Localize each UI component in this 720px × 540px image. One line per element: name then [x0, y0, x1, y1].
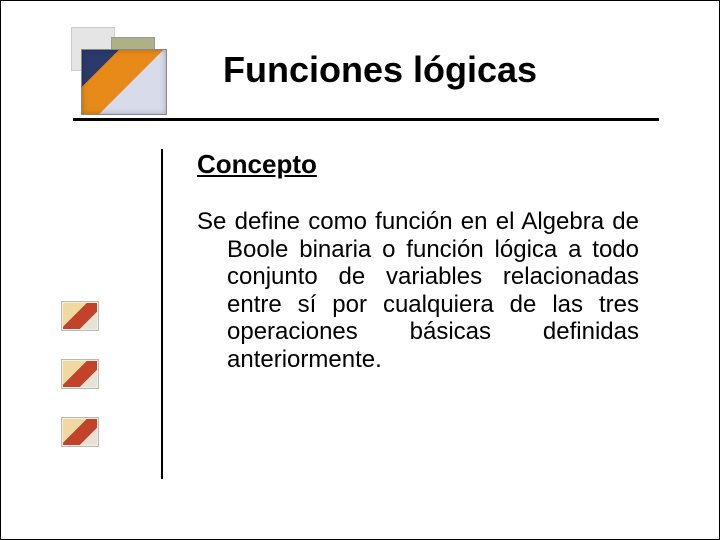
side-thumbnails: [61, 301, 101, 447]
logo-cluster: [73, 29, 173, 119]
page-title: Funciones lógicas: [223, 49, 659, 91]
logo-photo: [81, 49, 167, 115]
header: Funciones lógicas: [73, 29, 659, 121]
body-paragraph: Se define como función en el Algebra de …: [197, 208, 639, 374]
thumb-icon: [61, 417, 99, 447]
body-text-span: Se define como función en el Algebra de …: [197, 208, 639, 374]
content-area: Concepto Se define como función en el Al…: [161, 149, 639, 479]
section-heading: Concepto: [197, 149, 639, 180]
thumb-icon: [61, 359, 99, 389]
thumb-icon: [61, 301, 99, 331]
